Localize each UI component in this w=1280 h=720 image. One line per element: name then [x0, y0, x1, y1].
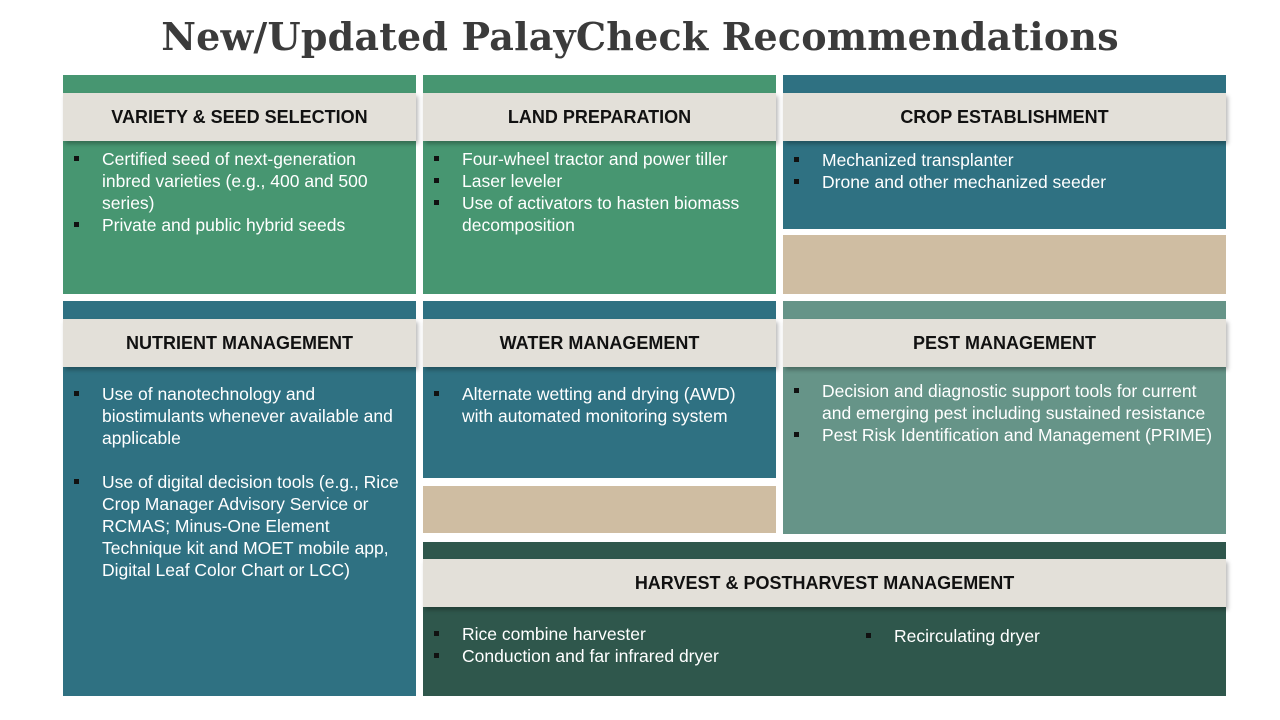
pest-list: Decision and diagnostic support tools fo…: [783, 380, 1218, 446]
variety-heading: VARIETY & SEED SELECTION: [63, 93, 416, 141]
crop-accent-block: [783, 235, 1226, 294]
list-item: Private and public hybrid seeds: [63, 214, 408, 236]
list-item: Laser leveler: [423, 170, 768, 192]
list-item: Certified seed of next-generation inbred…: [63, 148, 408, 214]
crop-heading: CROP ESTABLISHMENT: [783, 93, 1226, 141]
list-item: Rice combine harvester: [423, 623, 843, 645]
list-item: Decision and diagnostic support tools fo…: [783, 380, 1218, 424]
list-item: Use of nanotechnology and biostimulants …: [63, 383, 408, 449]
land-list: Four-wheel tractor and power tiller Lase…: [423, 148, 768, 236]
nutrient-list: Use of nanotechnology and biostimulants …: [63, 383, 408, 581]
water-heading: WATER MANAGEMENT: [423, 319, 776, 367]
list-item: Drone and other mechanized seeder: [783, 171, 1218, 193]
harvest-heading: HARVEST & POSTHARVEST MANAGEMENT: [423, 559, 1226, 607]
harvest-list-right: Recirculating dryer: [855, 625, 1215, 647]
water-list: Alternate wetting and drying (AWD) with …: [423, 383, 768, 427]
pest-heading: PEST MANAGEMENT: [783, 319, 1226, 367]
page-title: New/Updated PalayCheck Recommendations: [161, 14, 1119, 59]
nutrient-heading: NUTRIENT MANAGEMENT: [63, 319, 416, 367]
list-item: Alternate wetting and drying (AWD) with …: [423, 383, 768, 427]
land-heading: LAND PREPARATION: [423, 93, 776, 141]
list-item: Use of digital decision tools (e.g., Ric…: [63, 471, 408, 581]
crop-list: Mechanized transplanter Drone and other …: [783, 149, 1218, 193]
harvest-list-left: Rice combine harvester Conduction and fa…: [423, 623, 843, 667]
water-accent-block: [423, 486, 776, 533]
list-item: Conduction and far infrared dryer: [423, 645, 843, 667]
variety-list: Certified seed of next-generation inbred…: [63, 148, 408, 236]
list-item: Four-wheel tractor and power tiller: [423, 148, 768, 170]
list-item: Pest Risk Identification and Management …: [783, 424, 1218, 446]
list-item: Use of activators to hasten biomass deco…: [423, 192, 768, 236]
list-item: Mechanized transplanter: [783, 149, 1218, 171]
list-item: Recirculating dryer: [855, 625, 1215, 647]
